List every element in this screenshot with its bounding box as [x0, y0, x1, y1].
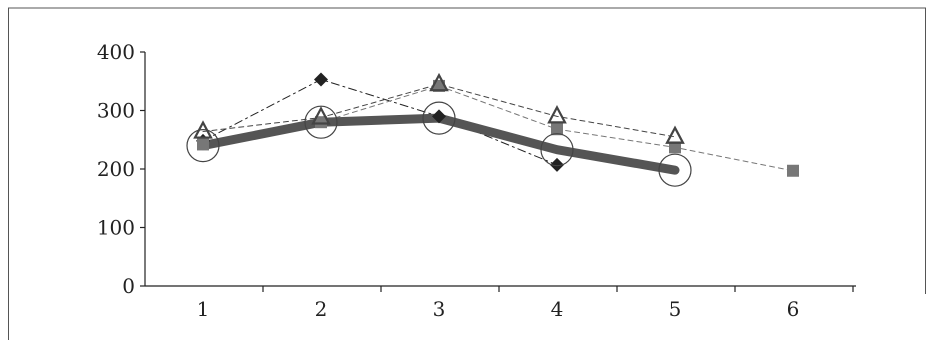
series-1-line [202, 78, 558, 166]
series-1-diamond-point [314, 72, 328, 87]
x-tick-label: 3 [433, 297, 446, 321]
series-3-triangle-point [311, 106, 331, 125]
series-2-square-point [551, 123, 563, 136]
series-2-square-point [669, 141, 681, 154]
series-0-circle-point [422, 101, 456, 135]
series-0-line [198, 113, 680, 175]
x-tick-label: 2 [315, 297, 328, 321]
x-tick-label: 5 [669, 297, 682, 321]
series-3-triangle-point [547, 105, 567, 124]
series-0-circle-point [304, 105, 338, 139]
y-tick-label: 100 [97, 216, 135, 240]
x-tick-label: 4 [551, 297, 564, 321]
y-tick-label: 300 [97, 99, 135, 123]
series-0-circle-point [658, 153, 692, 187]
y-tick-label: 400 [97, 40, 135, 64]
series-1-diamond-point [432, 109, 446, 124]
chart-frame [8, 7, 926, 340]
y-tick-label: 200 [97, 157, 135, 181]
series-2-square-point [197, 138, 209, 151]
y-tick-label: 0 [122, 274, 135, 298]
series-3-triangle-point [429, 72, 449, 92]
series-0-circle-point [186, 129, 220, 163]
series-3-triangle-point [665, 125, 685, 144]
series-2-square-point [787, 164, 799, 177]
series-0-circle-point [540, 133, 574, 167]
x-tick-label: 1 [197, 297, 210, 321]
x-tick-label: 6 [787, 297, 800, 321]
series-1-diamond-point [550, 157, 564, 172]
series-2-square-point [315, 116, 327, 129]
